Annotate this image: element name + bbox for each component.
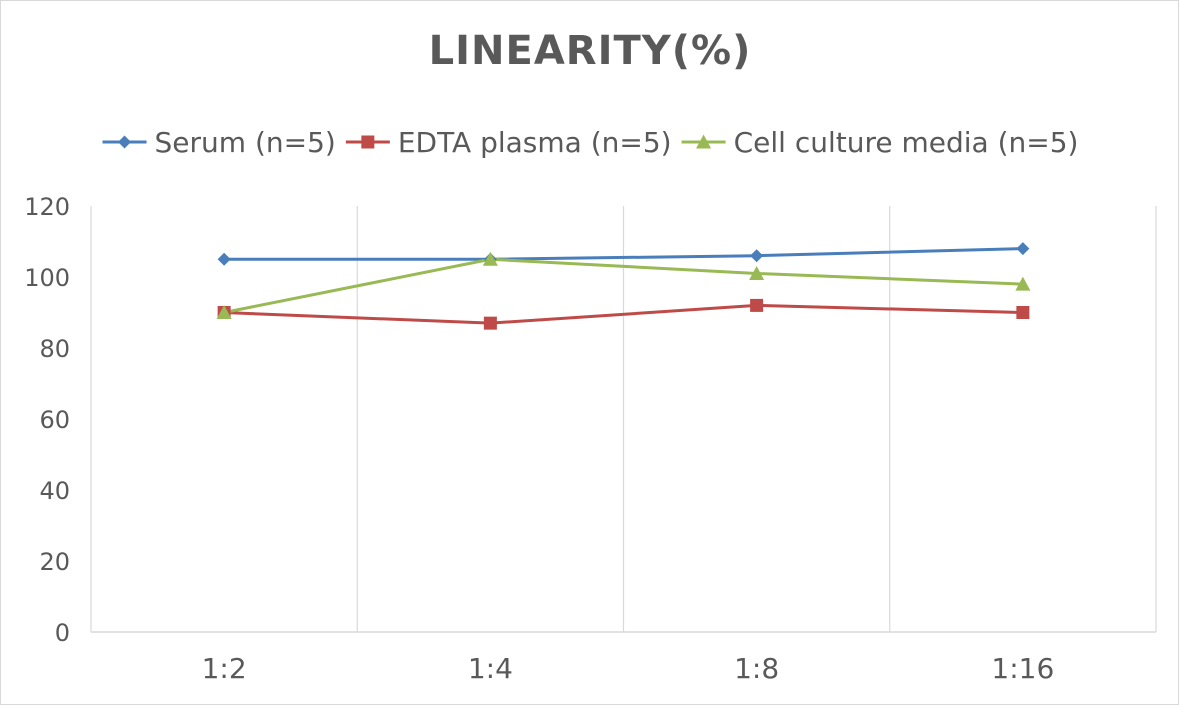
data-point-square: [483, 316, 497, 330]
chart-title: LINEARITY(%): [429, 28, 752, 74]
y-tick-label: 0: [55, 619, 70, 647]
y-tick-label: 100: [24, 264, 70, 292]
y-tick-label: 80: [39, 335, 70, 363]
data-point-triangle: [696, 134, 712, 149]
y-tick-label: 40: [39, 477, 70, 505]
data-point-square: [1016, 306, 1030, 319]
series-line: [222, 303, 1025, 325]
data-point-triangle: [482, 251, 498, 266]
series-line: [222, 257, 1025, 314]
data-point-square: [361, 135, 375, 149]
data-point-diamond: [1016, 242, 1030, 256]
y-tick-label: 60: [39, 406, 70, 434]
data-point-triangle: [216, 305, 232, 319]
legend-label: EDTA plasma (n=5): [398, 126, 672, 159]
data-point-diamond: [118, 135, 132, 149]
legend-item: Cell culture media (n=5): [681, 126, 1079, 159]
data-point-square: [750, 298, 764, 312]
legend-item: EDTA plasma (n=5): [345, 126, 672, 159]
y-tick-label: 120: [24, 193, 70, 221]
series-lines: [222, 247, 1025, 325]
legend-item: Serum (n=5): [102, 126, 336, 159]
series-line: [222, 247, 1025, 261]
series-markers: [216, 242, 1031, 330]
axes: 0 20 40 60 80 100 120 1:2 1:4 1:8 1:16: [24, 193, 1156, 685]
y-tick-label: 20: [39, 548, 70, 576]
x-tick-label: 1:4: [468, 652, 513, 685]
data-point-triangle: [1015, 276, 1031, 291]
x-tick-label: 1:2: [202, 652, 247, 685]
data-point-triangle: [749, 265, 765, 280]
gridlines: [90, 206, 1157, 632]
data-point-diamond: [217, 252, 231, 266]
legend-label: Serum (n=5): [155, 126, 336, 159]
data-point-diamond: [750, 249, 764, 263]
x-tick-label: 1:16: [991, 652, 1054, 685]
x-tick-label: 1:8: [734, 652, 779, 685]
chart-legend: Serum (n=5) EDTA plasma (n=5) Cell culture…: [102, 126, 1079, 159]
legend-label: Cell culture media (n=5): [734, 126, 1079, 159]
